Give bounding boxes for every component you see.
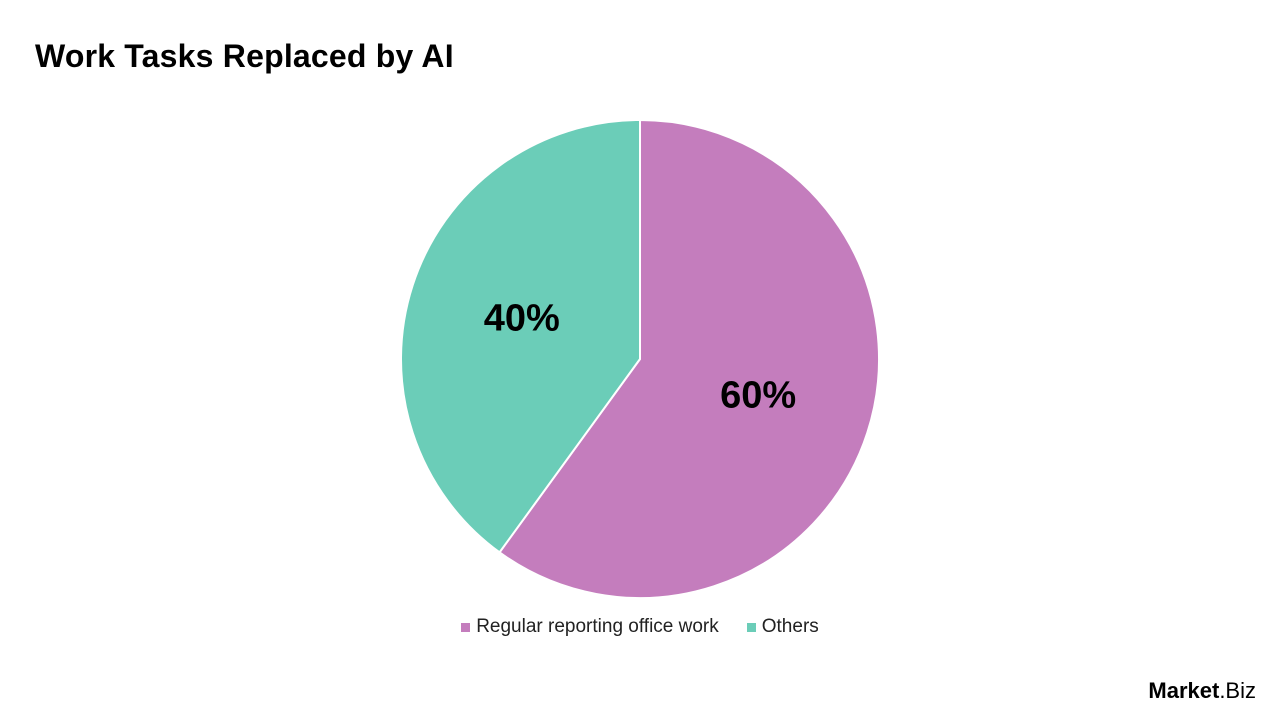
pie-slice-0 [498, 118, 880, 599]
legend: Regular reporting office work Others [0, 616, 1280, 638]
pie-slice-1 [400, 118, 641, 554]
legend-swatch [746, 622, 756, 632]
slice-label-0: 60% [720, 374, 796, 416]
legend-swatch [461, 622, 471, 632]
logo-text-strong: Market [1148, 678, 1220, 703]
chart-title: Work Tasks Replaced by AI [35, 38, 454, 74]
pie-labels: 60% 40% [484, 298, 796, 417]
marketbiz-logo: Market .Biz [1148, 678, 1256, 704]
legend-item-regular-reporting: Regular reporting office work [461, 616, 719, 638]
legend-item-others: Others [746, 616, 819, 638]
legend-label: Others [761, 616, 819, 637]
logo-text-light: .Biz [1219, 678, 1256, 703]
legend-label: Regular reporting office work [476, 616, 719, 637]
pie-slices [400, 118, 880, 599]
slice-label-1: 40% [484, 298, 560, 340]
